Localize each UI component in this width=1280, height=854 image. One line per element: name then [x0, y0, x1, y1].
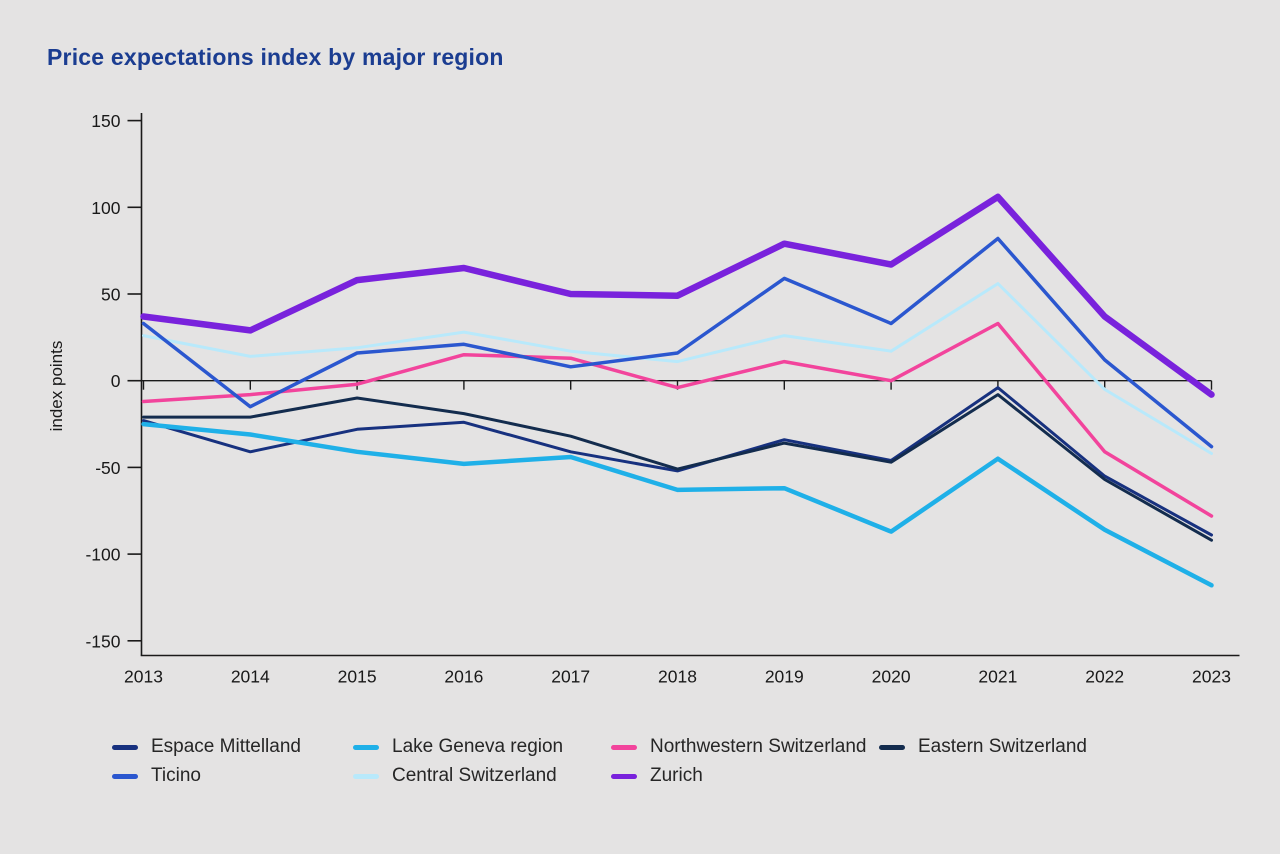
chart-series-lines [140, 193, 1215, 588]
series-line-espace-mittelland [142, 386, 1213, 537]
legend-swatch-icon [879, 744, 905, 750]
y-tick-label: -50 [95, 458, 121, 478]
legend-swatch-icon [611, 773, 637, 779]
legend-item-central-switzerland: Central Switzerland [353, 765, 611, 787]
legend-label: Lake Geneva region [392, 736, 564, 757]
legend-swatch-icon [353, 744, 379, 750]
y-tick-label: 0 [111, 371, 121, 391]
legend-swatch-icon [353, 773, 379, 779]
y-tick-label: 150 [91, 111, 120, 131]
legend-swatch-icon [611, 744, 637, 750]
x-tick-label: 2016 [444, 667, 483, 687]
legend-label: Central Switzerland [392, 765, 557, 786]
legend-swatch-icon [112, 744, 138, 750]
series-line-zurich [140, 193, 1215, 398]
series-line-lake-geneva-region [141, 421, 1214, 588]
x-tick-label: 2013 [124, 667, 163, 687]
legend-item-ticino: Ticino [112, 765, 353, 787]
legend-label: Northwestern Switzerland [650, 736, 867, 757]
legend-item-espace-mittelland: Espace Mittelland [112, 736, 353, 758]
y-tick-label: 50 [101, 285, 121, 305]
series-line-northwestern-switzerland [141, 321, 1214, 518]
y-tick-label: -100 [85, 545, 120, 565]
x-tick-label: 2019 [765, 667, 804, 687]
x-tick-label: 2018 [658, 667, 697, 687]
chart-title: Price expectations index by major region [47, 44, 504, 70]
x-tick-label: 2017 [551, 667, 590, 687]
legend-item-lake-geneva-region: Lake Geneva region [353, 736, 611, 758]
legend-label: Ticino [151, 765, 201, 786]
legend-item-northwestern-switzerland: Northwestern Switzerland [611, 736, 879, 758]
x-tick-label: 2021 [978, 667, 1017, 687]
y-tick-label: -150 [85, 631, 120, 651]
legend-item-zurich: Zurich [611, 765, 879, 787]
legend-label: Eastern Switzerland [918, 736, 1087, 757]
y-tick-label: 100 [91, 198, 120, 218]
series-line-eastern-switzerland [142, 393, 1213, 542]
x-tick-label: 2022 [1085, 667, 1124, 687]
legend-item-eastern-switzerland: Eastern Switzerland [879, 736, 1087, 758]
x-tick-label: 2023 [1192, 667, 1231, 687]
x-tick-label: 2020 [872, 667, 911, 687]
series-line-ticino [141, 236, 1214, 449]
legend-label: Espace Mittelland [151, 736, 301, 757]
chart-legend: Espace Mittelland Lake Geneva region North… [112, 736, 1087, 787]
legend-label: Zurich [650, 765, 703, 786]
y-axis-title: index points [47, 341, 66, 432]
series-line-central-switzerland [142, 282, 1213, 455]
x-tick-label: 2014 [231, 667, 270, 687]
x-tick-label: 2015 [338, 667, 377, 687]
legend-swatch-icon [112, 773, 138, 779]
